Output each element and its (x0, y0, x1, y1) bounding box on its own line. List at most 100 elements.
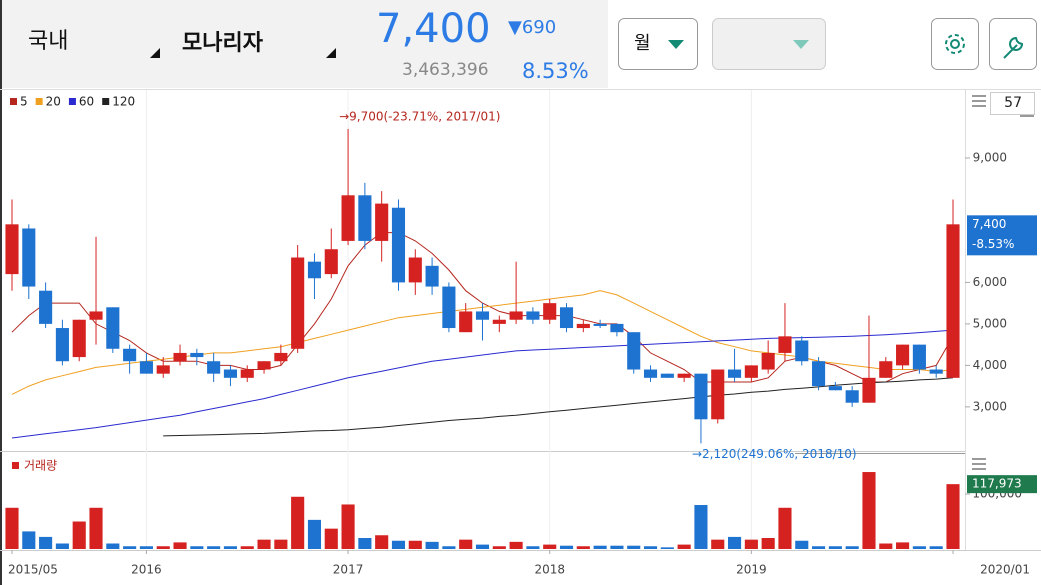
y-tick-label: 3,000 (973, 399, 1007, 413)
market-caret[interactable] (150, 48, 160, 58)
menu-icon[interactable] (972, 95, 986, 107)
volume-bar (761, 538, 775, 549)
legend-swatch (12, 462, 19, 469)
candle-body (307, 261, 322, 279)
left-edge (0, 0, 2, 585)
settings-icon (945, 34, 965, 54)
legend-swatch (35, 98, 43, 105)
volume-current-label: 117,973 (972, 477, 1022, 491)
volume-bar (139, 546, 153, 549)
period[interactable]: 월 (634, 33, 651, 54)
volume-bar (72, 521, 86, 549)
candle-body (728, 369, 742, 378)
candle-body (190, 352, 204, 358)
candle-body (845, 390, 859, 403)
settings-button[interactable] (931, 18, 979, 70)
y-tick-label: 6,000 (973, 275, 1007, 289)
candle-body (391, 207, 406, 283)
candle-body (408, 257, 422, 283)
option-select[interactable] (712, 18, 826, 70)
tools-button[interactable] (989, 18, 1037, 70)
change: ▼690 (508, 17, 556, 38)
count[interactable]: 57 (1004, 95, 1022, 111)
volume-bar (509, 541, 523, 549)
legend-swatch (102, 98, 110, 105)
volume-bar (812, 546, 826, 549)
volume-bar (828, 546, 842, 549)
candle-body (375, 203, 389, 241)
candle-body (610, 323, 624, 333)
legend-label: 120 (112, 95, 135, 109)
candle-body (5, 224, 19, 275)
volume-bar (711, 539, 725, 549)
volume-bar (728, 536, 742, 549)
volume-bar (123, 546, 137, 549)
menu-icon[interactable] (972, 458, 986, 470)
volume-bar (408, 540, 422, 549)
x-tick-label: 2016 (131, 563, 162, 577)
volume-bar (223, 546, 237, 549)
candle-body (543, 303, 557, 320)
volume-bar (55, 543, 69, 549)
volume-bar (22, 531, 36, 549)
market[interactable]: 국내 (28, 29, 68, 54)
volume-bar (475, 544, 490, 549)
candle-body (929, 369, 943, 374)
candle-body (559, 307, 574, 329)
candle-body (55, 328, 69, 362)
x-tick-label: 2019 (736, 563, 767, 577)
volume-bar (845, 546, 859, 549)
candle-body (223, 369, 237, 378)
option-caret[interactable] (793, 40, 809, 49)
ma-line (11, 329, 954, 439)
candle-body (274, 352, 288, 362)
volume-bar (778, 507, 792, 549)
y-tick-label: 5,000 (973, 316, 1007, 330)
volume-bar (526, 546, 540, 549)
volume-bar (677, 544, 691, 549)
ma-line (163, 377, 954, 437)
x-tick-label: 2015/05 (8, 563, 58, 577)
candle-body (72, 319, 86, 358)
candle-body (627, 332, 641, 370)
volume-bar (946, 484, 960, 549)
volume: 3,463,396 (402, 60, 489, 80)
x-tick-label: 2018 (534, 563, 565, 577)
volume-bar (795, 540, 809, 549)
candle-body (39, 290, 53, 324)
candle-body (744, 365, 758, 378)
volume-bar (593, 545, 607, 549)
candle-body (778, 336, 792, 353)
name-caret[interactable] (326, 48, 336, 58)
candle-body (240, 369, 254, 378)
volume-bar (492, 546, 506, 549)
rate: 8.53% (522, 59, 589, 83)
volume-bar (106, 543, 120, 549)
volume-bar (257, 539, 271, 549)
annotation: →9,700(-23.71%, 2017/01) (339, 109, 500, 123)
count-box[interactable] (990, 92, 1035, 115)
volume-bar (744, 539, 758, 549)
volume-bar (89, 507, 103, 549)
volume-current-box (967, 475, 1037, 494)
volume-bar (240, 546, 254, 549)
price: 7,400 (376, 6, 491, 52)
candle-body (509, 311, 523, 320)
candle-body (123, 348, 137, 362)
annotation: →2,120(249.06%, 2018/10) (692, 447, 857, 461)
candle-body (896, 344, 910, 366)
period-caret[interactable] (668, 40, 684, 49)
legend-swatch (10, 98, 17, 105)
stock-name[interactable]: 모나리자 (182, 31, 264, 56)
candle-body (711, 369, 725, 420)
x-tick-label: 2017 (333, 563, 364, 577)
volume-bar (459, 539, 473, 549)
volume-bar (543, 544, 557, 549)
candle-body (593, 323, 607, 326)
candle-body (442, 286, 456, 329)
period-select[interactable] (618, 18, 698, 70)
volume-bar (307, 519, 322, 549)
volume-bar (291, 496, 305, 549)
